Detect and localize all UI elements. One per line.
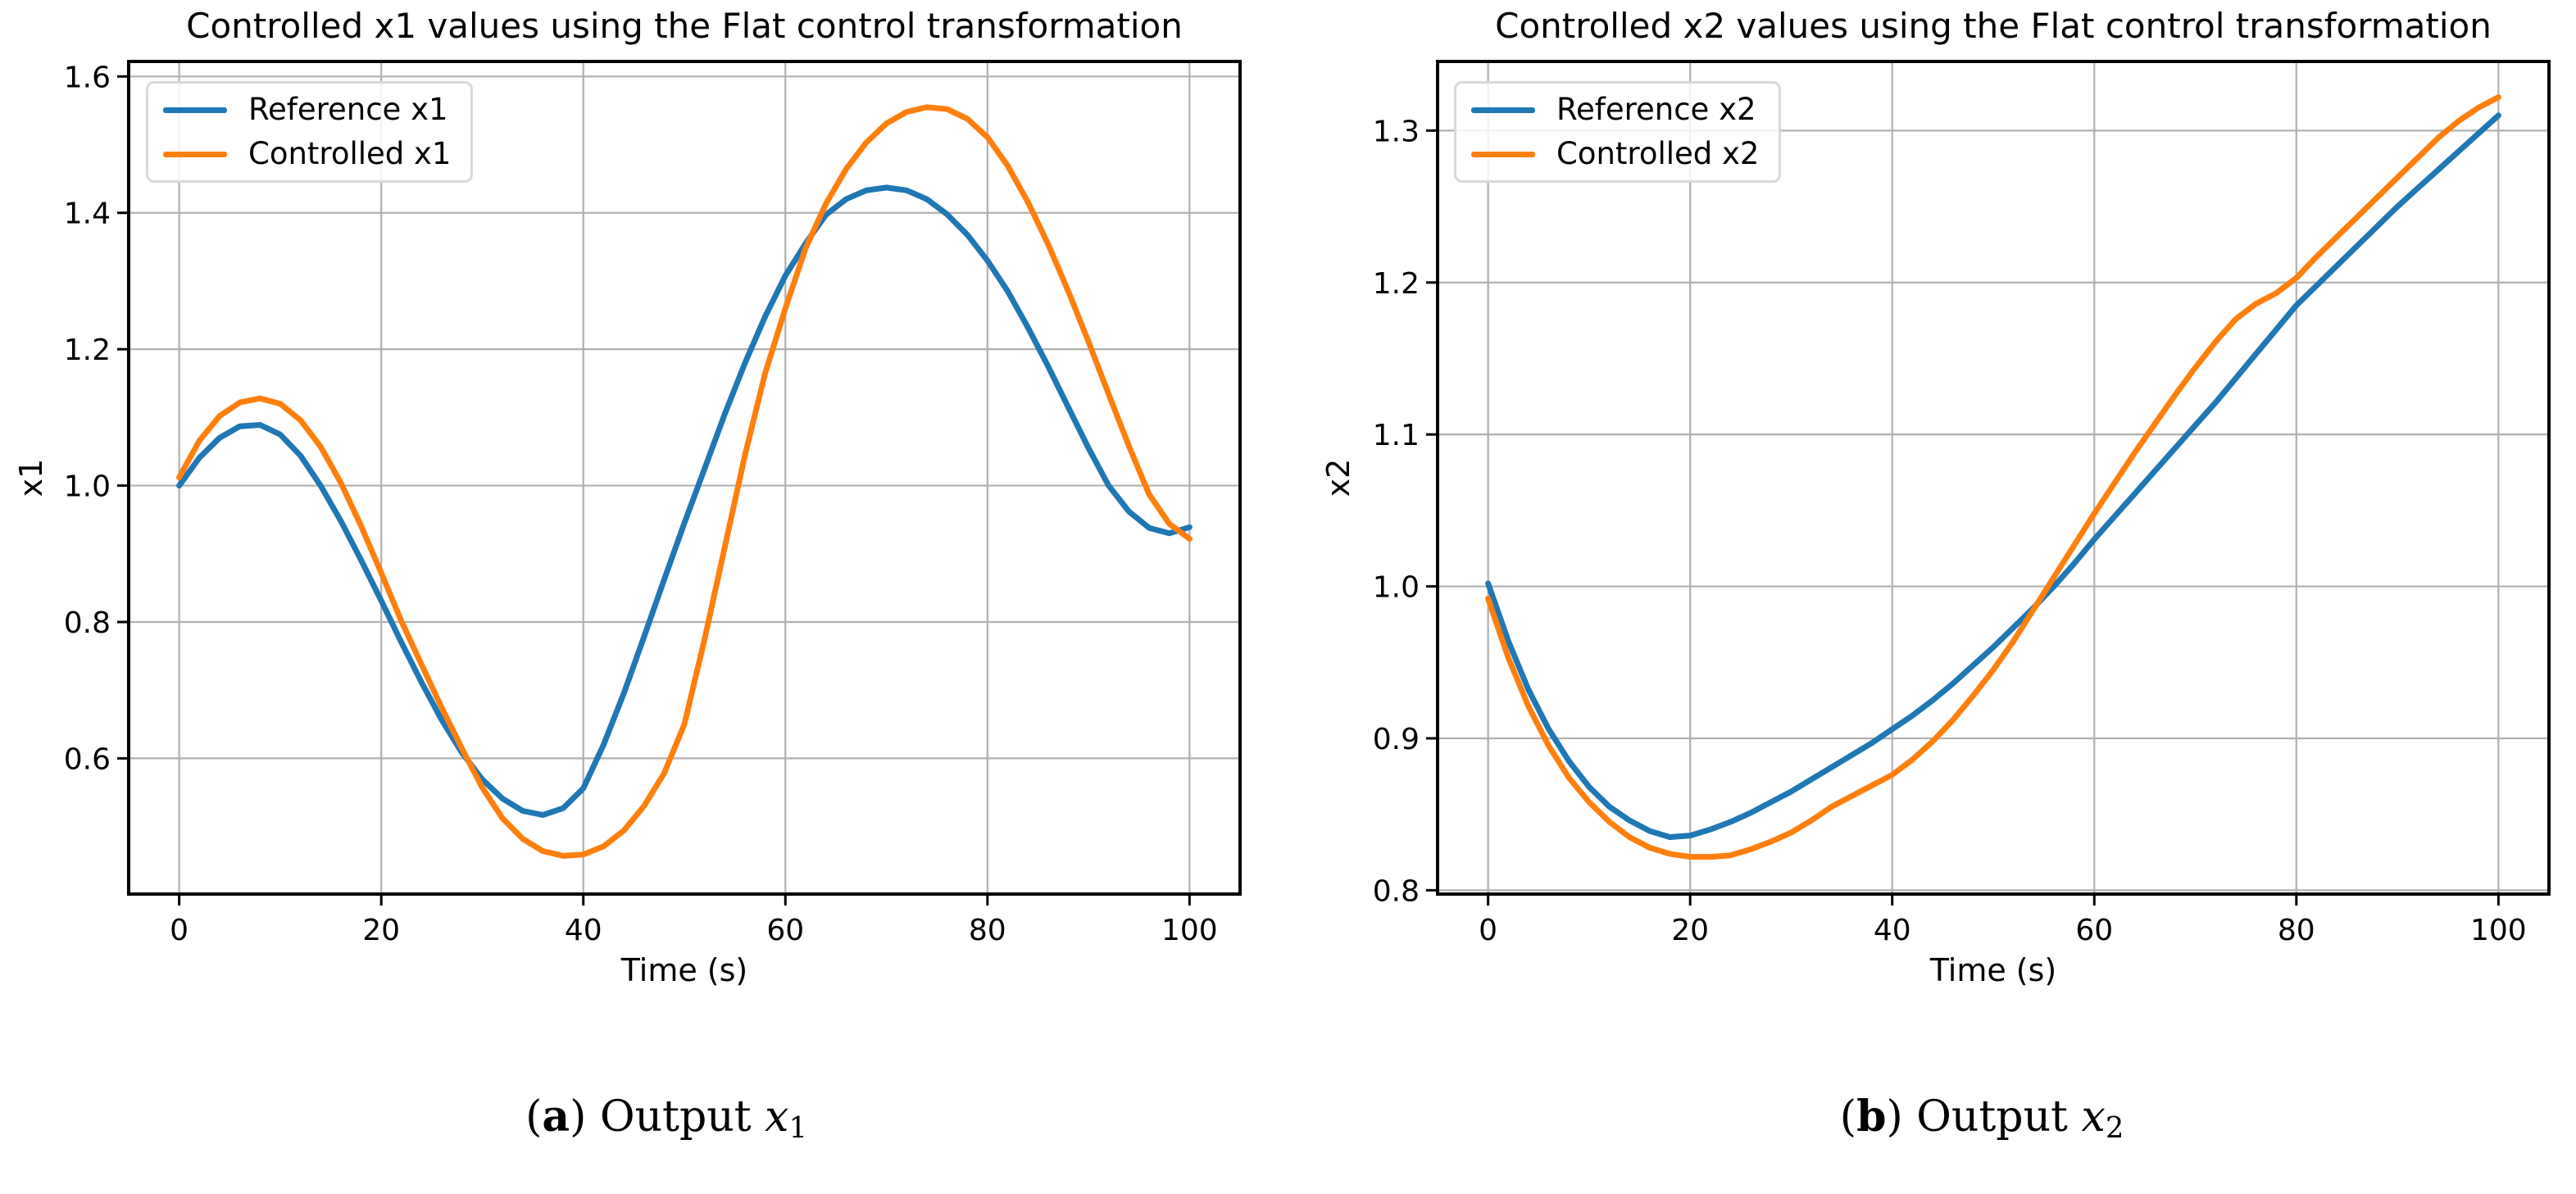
controlled-x2-line-swatch xyxy=(1471,151,1535,157)
caption-paren: ( xyxy=(525,1092,543,1142)
caption-word: Output xyxy=(1916,1092,2082,1142)
legend-entry: Reference x2 xyxy=(1471,93,1759,126)
y-tick-label: 1.6 xyxy=(64,61,111,94)
chart-b-legend: Reference x2 Controlled x2 xyxy=(1454,81,1782,183)
series-line-reference-x2 xyxy=(1485,112,2501,840)
legend-label: Controlled x1 xyxy=(248,136,452,171)
x-tick-label: 100 xyxy=(2470,914,2527,947)
caption-paren: ( xyxy=(1839,1092,1857,1142)
series-line-reference-x1 xyxy=(176,184,1193,818)
reference-x2-line-swatch xyxy=(1471,107,1535,113)
y-tick-label: 1.4 xyxy=(64,197,111,231)
controlled-x1-line-swatch xyxy=(163,151,227,157)
charts-svg: 0 20 40 60 80 100 0.6 0.8 1.0 1.2 1.4 1.6 0 20 40 60 80 1… xyxy=(64,60,2551,947)
chart-a-x-axis-label: Time (s) xyxy=(620,952,748,988)
y-tick-label: 1.0 xyxy=(64,470,111,504)
caption-letter: b xyxy=(1856,1092,1887,1142)
x-tick-label: 0 xyxy=(170,914,189,947)
legend-label: Controlled x2 xyxy=(1556,136,1760,171)
axes-frame xyxy=(1436,60,2551,896)
legend-entry: Controlled x2 xyxy=(1471,138,1759,170)
chart-b-y-axis-label: x2 xyxy=(1320,458,1356,497)
caption-word: Output xyxy=(599,1092,766,1142)
x-tick-label: 40 xyxy=(1874,914,1911,947)
chart-a-title: Controlled x1 values using the Flat cont… xyxy=(186,6,1183,46)
chart-b-title: Controlled x2 values using the Flat cont… xyxy=(1495,6,2492,46)
chart-b-axes: 0 20 40 60 80 100 0.8 0.9 1.0 1.1 1.2 1.3 xyxy=(1373,60,2551,947)
x-tick-label: 60 xyxy=(766,914,804,947)
reference-x1-line-swatch xyxy=(163,107,227,113)
figure-canvas: 0 20 40 60 80 100 0.6 0.8 1.0 1.2 1.4 1.6 0 20 40 60 80 1… xyxy=(13,6,2551,1145)
subfigure-b-caption: (b) Output x2 xyxy=(1299,1042,2576,1194)
legend-label: Reference x2 xyxy=(1556,92,1756,127)
x-tick-label: 0 xyxy=(1479,914,1497,947)
subfigure-a-caption: (a) Output x1 xyxy=(0,1042,1295,1194)
x-tick-label: 80 xyxy=(969,914,1006,947)
legend-entry: Reference x1 xyxy=(163,93,451,126)
x-tick-label: 80 xyxy=(2278,914,2315,947)
y-tick-label: 0.9 xyxy=(1373,723,1420,756)
x-tick-label: 20 xyxy=(362,914,400,947)
x-tick-label: 20 xyxy=(1671,914,1709,947)
series-line-controlled-x2 xyxy=(1485,94,2501,860)
y-tick-label: 1.1 xyxy=(1373,419,1420,452)
y-tick-label: 1.2 xyxy=(1373,267,1420,301)
chart-b-x-axis-label: Time (s) xyxy=(1929,952,2057,988)
y-tick-label: 0.8 xyxy=(64,606,111,640)
y-tick-label: 1.2 xyxy=(64,334,111,367)
chart-a-axes: 0 20 40 60 80 100 0.6 0.8 1.0 1.2 1.4 1.6 xyxy=(64,60,1242,947)
caption-paren: ) xyxy=(1886,1092,1917,1142)
y-tick-label: 1.0 xyxy=(1373,571,1420,605)
y-tick-label: 0.8 xyxy=(1373,874,1420,908)
chart-a-y-axis-label: x1 xyxy=(13,458,49,497)
caption-variable: x xyxy=(2081,1092,2106,1142)
caption-letter: a xyxy=(542,1092,570,1142)
axes-frame xyxy=(127,60,1242,896)
legend-entry: Controlled x1 xyxy=(163,138,451,170)
series-line-controlled-x1 xyxy=(176,104,1193,859)
caption-subscript: 2 xyxy=(2105,1110,2124,1145)
caption-subscript: 1 xyxy=(788,1110,808,1145)
x-tick-label: 100 xyxy=(1161,914,1218,947)
x-tick-label: 40 xyxy=(565,914,602,947)
legend-label: Reference x1 xyxy=(248,92,448,127)
y-tick-label: 1.3 xyxy=(1373,115,1420,148)
caption-paren: ) xyxy=(570,1092,600,1142)
chart-a-legend: Reference x1 Controlled x1 xyxy=(146,81,474,183)
caption-variable: x xyxy=(765,1092,789,1142)
x-tick-label: 60 xyxy=(2075,914,2113,947)
y-tick-label: 0.6 xyxy=(64,742,111,776)
